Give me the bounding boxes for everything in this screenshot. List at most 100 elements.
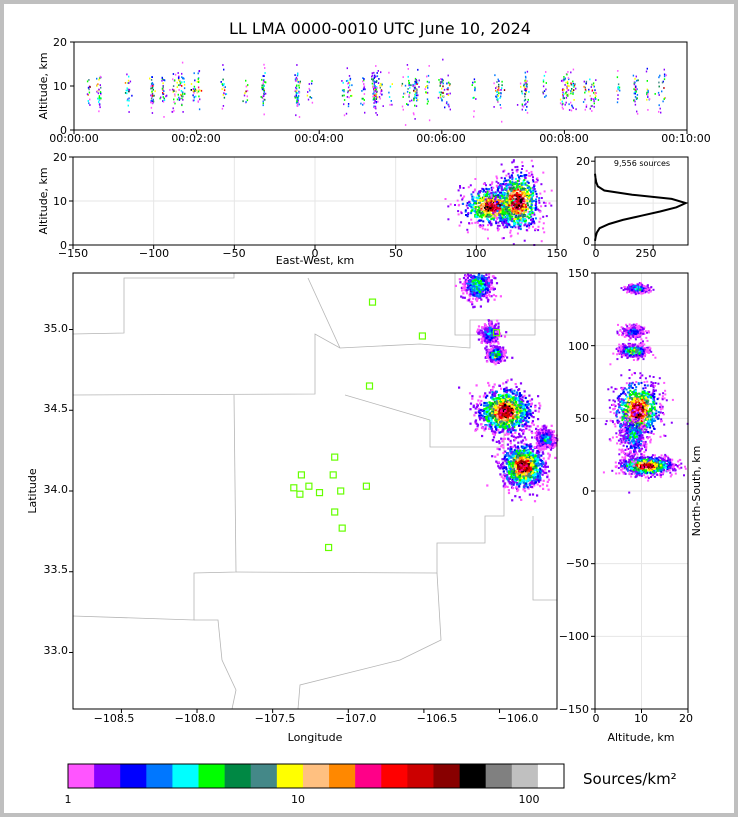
- altitude-time-point: [414, 96, 416, 98]
- altitude-time-point: [593, 100, 595, 103]
- altitude-ew-cell: [476, 215, 479, 218]
- altitude-time-point: [570, 71, 572, 74]
- altitude-ew-cell: [498, 194, 501, 197]
- altitude-ew-cell: [479, 214, 482, 217]
- altitude-time-point: [406, 103, 408, 105]
- plan-cell: [522, 485, 525, 488]
- altitude-ew-cell: [509, 193, 512, 196]
- altitude-ew-cell: [472, 191, 475, 194]
- altitude-ew-cell: [485, 202, 487, 205]
- plan-cell: [509, 439, 512, 442]
- altitude-ew-cell: [504, 208, 507, 211]
- altitude-time-point: [496, 81, 498, 83]
- altitude-time-point: [242, 100, 244, 103]
- altitude-time-point: [401, 82, 404, 85]
- plan-cell: [487, 353, 490, 356]
- plan-cell: [491, 409, 494, 412]
- plan-cell: [521, 412, 524, 415]
- altitude-time-point: [375, 86, 378, 88]
- altitude-time-point: [262, 102, 264, 105]
- altitude-time-point: [568, 109, 571, 111]
- altitude-ew-cell: [478, 211, 481, 214]
- altitude-time-point: [245, 90, 247, 93]
- plan-cell: [541, 460, 544, 463]
- altitude-ew-cell: [521, 213, 524, 216]
- altitude-ew-cell: [464, 210, 467, 213]
- altitude-ew-cell: [520, 182, 523, 185]
- altitude-ew-cell: [482, 203, 484, 206]
- altitude-ew-cell: [498, 184, 501, 187]
- plan-cell: [513, 425, 516, 429]
- altitude-time-point: [306, 94, 309, 97]
- plan-cell: [513, 472, 517, 475]
- altitude-time-point: [297, 81, 299, 83]
- plan-cell: [536, 472, 539, 475]
- plan-cell: [509, 400, 512, 403]
- altitude-ew-cell: [519, 194, 522, 196]
- altitude-time-point: [595, 95, 597, 97]
- altitude-time-point: [402, 96, 404, 98]
- altitude-time-point: [373, 71, 375, 74]
- altitude-ew-cell: [468, 200, 471, 203]
- altitude-ew-cell: [528, 172, 531, 175]
- altitude-time-point: [381, 90, 383, 92]
- plan-cell: [517, 441, 520, 444]
- altitude-ew-cell: [521, 209, 524, 212]
- altitude-time-point: [263, 98, 265, 101]
- altitude-ew-cell: [487, 203, 490, 206]
- plan-cell: [531, 475, 534, 479]
- plan-cell: [495, 440, 498, 443]
- altitude-ew-cell: [483, 215, 486, 218]
- altitude-time-point: [347, 103, 350, 105]
- altitude-ew-cell: [517, 211, 520, 214]
- altitude-ew-cell: [508, 204, 511, 207]
- altitude-time-point: [408, 96, 410, 98]
- plan-cell: [520, 498, 523, 501]
- altitude-time-point: [363, 102, 365, 105]
- plan-cell: [527, 444, 530, 447]
- altitude-ew-cell: [514, 206, 516, 209]
- plan-cell: [534, 455, 537, 458]
- altitude-ew-cell: [526, 215, 529, 218]
- plan-cell: [469, 402, 473, 405]
- plan-cell: [544, 468, 547, 471]
- plan-cell: [529, 451, 532, 454]
- altitude-time-point: [647, 109, 649, 111]
- plan-cell: [537, 473, 541, 476]
- altitude-ew-cell: [460, 212, 463, 215]
- plan-cell: [483, 409, 486, 412]
- altitude-ew-cell: [456, 199, 459, 202]
- altitude-time-point: [663, 73, 666, 76]
- plan-cell: [480, 399, 483, 403]
- altitude-time-point: [196, 80, 198, 83]
- plan-cell: [521, 454, 524, 457]
- plan-cell: [529, 478, 532, 481]
- altitude-time-point: [633, 92, 635, 95]
- plan-cell: [523, 423, 527, 426]
- plan-cell: [528, 412, 532, 415]
- altitude-time-point: [245, 79, 247, 82]
- altitude-ew-cell: [499, 215, 502, 218]
- altitude-time-point: [296, 89, 298, 92]
- altitude-ew-cell: [474, 210, 477, 213]
- altitude-ew-cell: [516, 232, 519, 235]
- altitude-ew-cell: [485, 199, 488, 202]
- plan-cell: [525, 480, 528, 483]
- altitude-ew-cell: [490, 191, 493, 194]
- altitude-ew-cell: [472, 209, 475, 212]
- county-boundary: [297, 572, 442, 710]
- altitude-time-point: [296, 98, 298, 101]
- altitude-time-point: [363, 99, 365, 101]
- altitude-time-point: [562, 80, 564, 83]
- plan-cell: [523, 447, 526, 450]
- altitude-time-point: [150, 101, 152, 104]
- altitude-time-point: [646, 93, 648, 96]
- altitude-ew-cell: [525, 174, 528, 177]
- altitude-ew-cell: [510, 183, 513, 186]
- altitude-time-point: [363, 85, 366, 88]
- altitude-ew-cell: [519, 214, 522, 217]
- altitude-time-point: [96, 84, 98, 87]
- plan-cell: [502, 446, 505, 449]
- county-boundary: [72, 319, 557, 396]
- altitude-ew-cell: [516, 168, 519, 171]
